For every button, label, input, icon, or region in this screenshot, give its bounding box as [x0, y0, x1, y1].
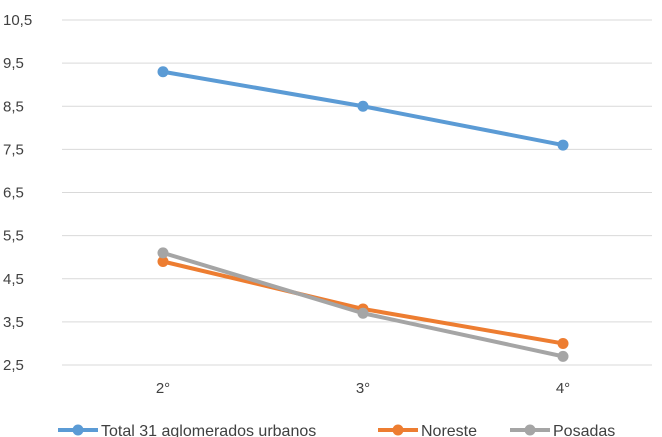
data-point — [557, 350, 569, 362]
legend-label: Total 31 aglomerados urbanos — [101, 423, 316, 437]
x-tick-label: 3° — [356, 380, 370, 397]
legend-item: Posadas — [510, 423, 615, 437]
legend-label: Noreste — [421, 423, 477, 437]
data-point — [157, 247, 169, 259]
data-point — [157, 256, 169, 267]
data-point — [157, 66, 169, 78]
legend-swatch-marker — [392, 424, 404, 436]
series-posadas — [157, 247, 569, 362]
y-tick-label: 8,5 — [3, 98, 24, 115]
y-axis-ticks: 10,5 9,5 8,5 7,5 6,5 5,5 4,5 3,5 2,5 — [3, 12, 32, 374]
y-tick-label: 5,5 — [3, 228, 24, 245]
data-point — [357, 100, 369, 112]
legend: Total 31 aglomerados urbanos Noreste Posad… — [58, 423, 615, 437]
y-tick-label: 9,5 — [3, 55, 24, 72]
legend-swatch-marker — [72, 424, 84, 436]
y-tick-label: 4,5 — [3, 271, 24, 288]
legend-item: Total 31 aglomerados urbanos — [58, 423, 316, 437]
x-tick-label: 4° — [556, 380, 570, 397]
data-point — [557, 337, 569, 349]
x-tick-label: 2° — [156, 380, 170, 397]
y-tick-label: 6,5 — [3, 185, 24, 202]
gridlines — [62, 19, 652, 366]
data-point — [557, 139, 569, 151]
data-point — [357, 307, 369, 319]
legend-item: Noreste — [378, 423, 477, 437]
y-tick-label: 7,5 — [3, 141, 24, 158]
legend-swatch-marker — [524, 424, 536, 436]
y-tick-label: 10,5 — [3, 12, 32, 29]
y-tick-label: 2,5 — [3, 357, 24, 374]
x-axis-ticks: 2° 3° 4° — [156, 380, 570, 397]
legend-label: Posadas — [553, 423, 615, 437]
y-tick-label: 3,5 — [3, 314, 24, 331]
series-lines — [157, 66, 569, 362]
series-total-31-aglomerados-urbanos — [157, 66, 569, 151]
series-line — [162, 259, 564, 346]
